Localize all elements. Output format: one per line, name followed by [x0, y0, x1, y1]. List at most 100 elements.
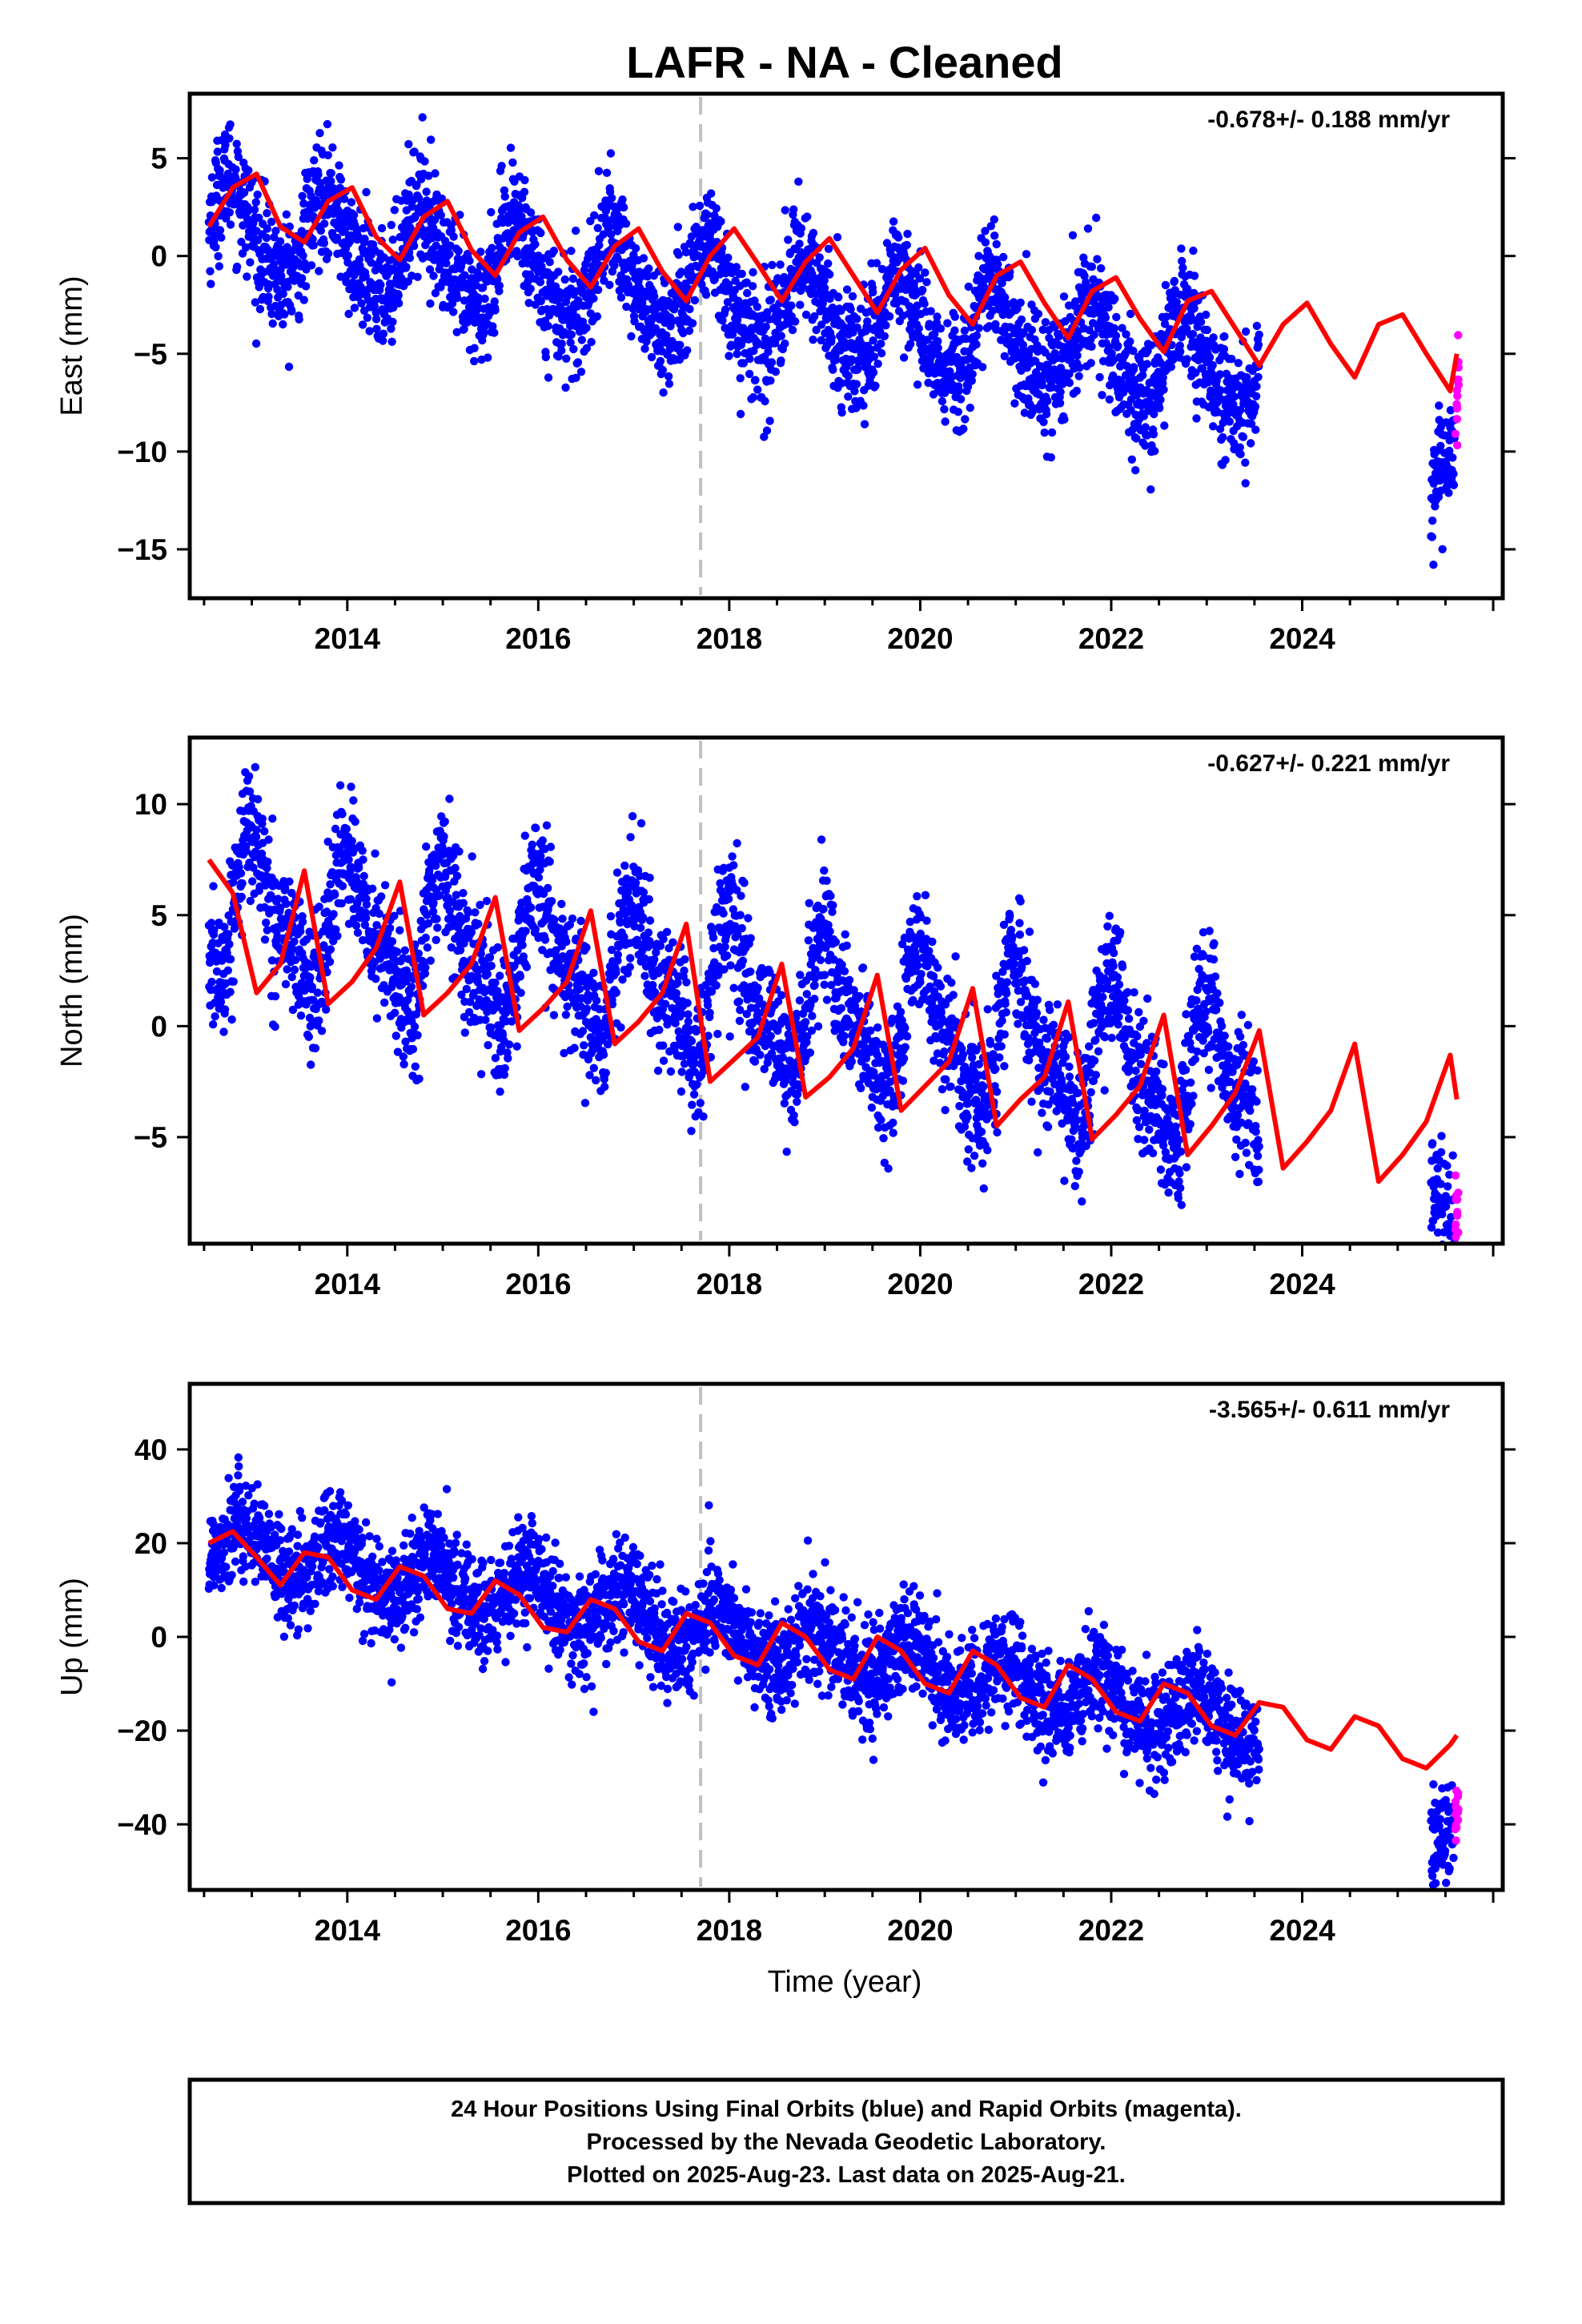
x-tick-label: 2020	[887, 622, 953, 655]
data-point	[825, 270, 834, 279]
data-point	[251, 762, 259, 772]
data-point	[1075, 363, 1084, 372]
data-point	[627, 901, 636, 910]
data-point	[1178, 263, 1187, 272]
data-point	[594, 167, 604, 175]
data-point	[626, 833, 635, 842]
data-point	[244, 166, 253, 175]
data-point	[298, 917, 307, 927]
data-point	[402, 977, 411, 986]
data-point	[267, 309, 276, 319]
data-point	[936, 324, 946, 333]
data-point	[390, 206, 399, 215]
data-point	[323, 837, 332, 846]
data-point	[496, 1088, 504, 1096]
data-point	[763, 308, 772, 317]
data-point	[349, 211, 359, 219]
data-point	[1150, 447, 1159, 456]
data-point	[684, 1017, 693, 1026]
data-point	[291, 955, 300, 964]
data-point	[262, 233, 271, 243]
data-point	[1429, 561, 1438, 569]
data-point	[941, 417, 950, 426]
data-point	[589, 294, 598, 303]
data-point	[1241, 479, 1250, 488]
data-point	[290, 937, 299, 946]
data-point	[371, 315, 381, 324]
data-point	[560, 275, 569, 284]
data-point	[599, 230, 608, 239]
data-point	[322, 1005, 331, 1014]
data-point	[820, 283, 829, 292]
data-point	[487, 1023, 496, 1032]
data-point	[569, 344, 578, 354]
data-point	[454, 247, 463, 255]
data-point	[404, 139, 413, 149]
data-point	[217, 233, 226, 242]
data-point	[480, 328, 488, 337]
data-point	[393, 1047, 403, 1056]
data-point	[358, 846, 367, 855]
data-point	[850, 387, 859, 396]
data-point	[295, 315, 303, 324]
data-point	[470, 356, 479, 366]
data-point	[422, 842, 431, 851]
data-point	[431, 288, 440, 298]
data-point	[223, 966, 232, 975]
data-point	[376, 280, 385, 289]
data-point	[696, 1099, 705, 1108]
data-point	[871, 381, 880, 390]
data-point	[1038, 380, 1047, 390]
data-point	[476, 1070, 486, 1079]
data-point	[812, 325, 821, 335]
data-point	[271, 1022, 279, 1031]
data-point	[229, 878, 238, 887]
data-point	[325, 957, 335, 967]
data-point	[484, 353, 492, 362]
data-point	[639, 888, 648, 897]
data-point	[600, 1075, 608, 1084]
data-point	[990, 215, 999, 224]
data-point	[827, 333, 836, 342]
data-point	[302, 935, 311, 944]
data-point	[1202, 310, 1211, 320]
data-point	[565, 988, 574, 997]
data-point	[659, 388, 668, 397]
data-point	[412, 180, 421, 189]
x-tick-label: 2022	[1078, 622, 1144, 655]
data-point	[918, 285, 927, 295]
data-point	[468, 852, 476, 861]
data-point	[380, 998, 389, 1007]
data-point	[288, 1005, 298, 1015]
data-point	[547, 897, 556, 906]
data-point	[612, 988, 620, 997]
data-point	[1146, 341, 1155, 350]
data-point	[943, 319, 952, 328]
data-point	[425, 265, 435, 274]
data-point	[1170, 286, 1179, 295]
data-point	[1225, 417, 1235, 426]
data-point	[307, 1060, 315, 1069]
data-point	[726, 961, 735, 970]
data-point	[287, 307, 296, 316]
data-point	[349, 915, 359, 923]
data-point	[1129, 347, 1138, 356]
data-point	[625, 963, 634, 971]
data-point	[852, 380, 861, 388]
data-point	[431, 169, 440, 178]
data-point	[768, 260, 777, 270]
data-point	[671, 300, 681, 310]
data-point	[421, 933, 430, 943]
data-point	[1017, 315, 1026, 324]
x-tick-label: 2016	[505, 622, 571, 655]
data-point	[869, 352, 879, 361]
data-point	[1191, 368, 1200, 377]
data-point	[315, 903, 323, 911]
data-point	[258, 814, 267, 823]
data-point	[457, 990, 466, 999]
data-point	[877, 348, 886, 358]
data-point	[532, 823, 540, 833]
data-point	[582, 943, 591, 952]
data-point	[347, 837, 356, 846]
data-point	[236, 869, 246, 878]
